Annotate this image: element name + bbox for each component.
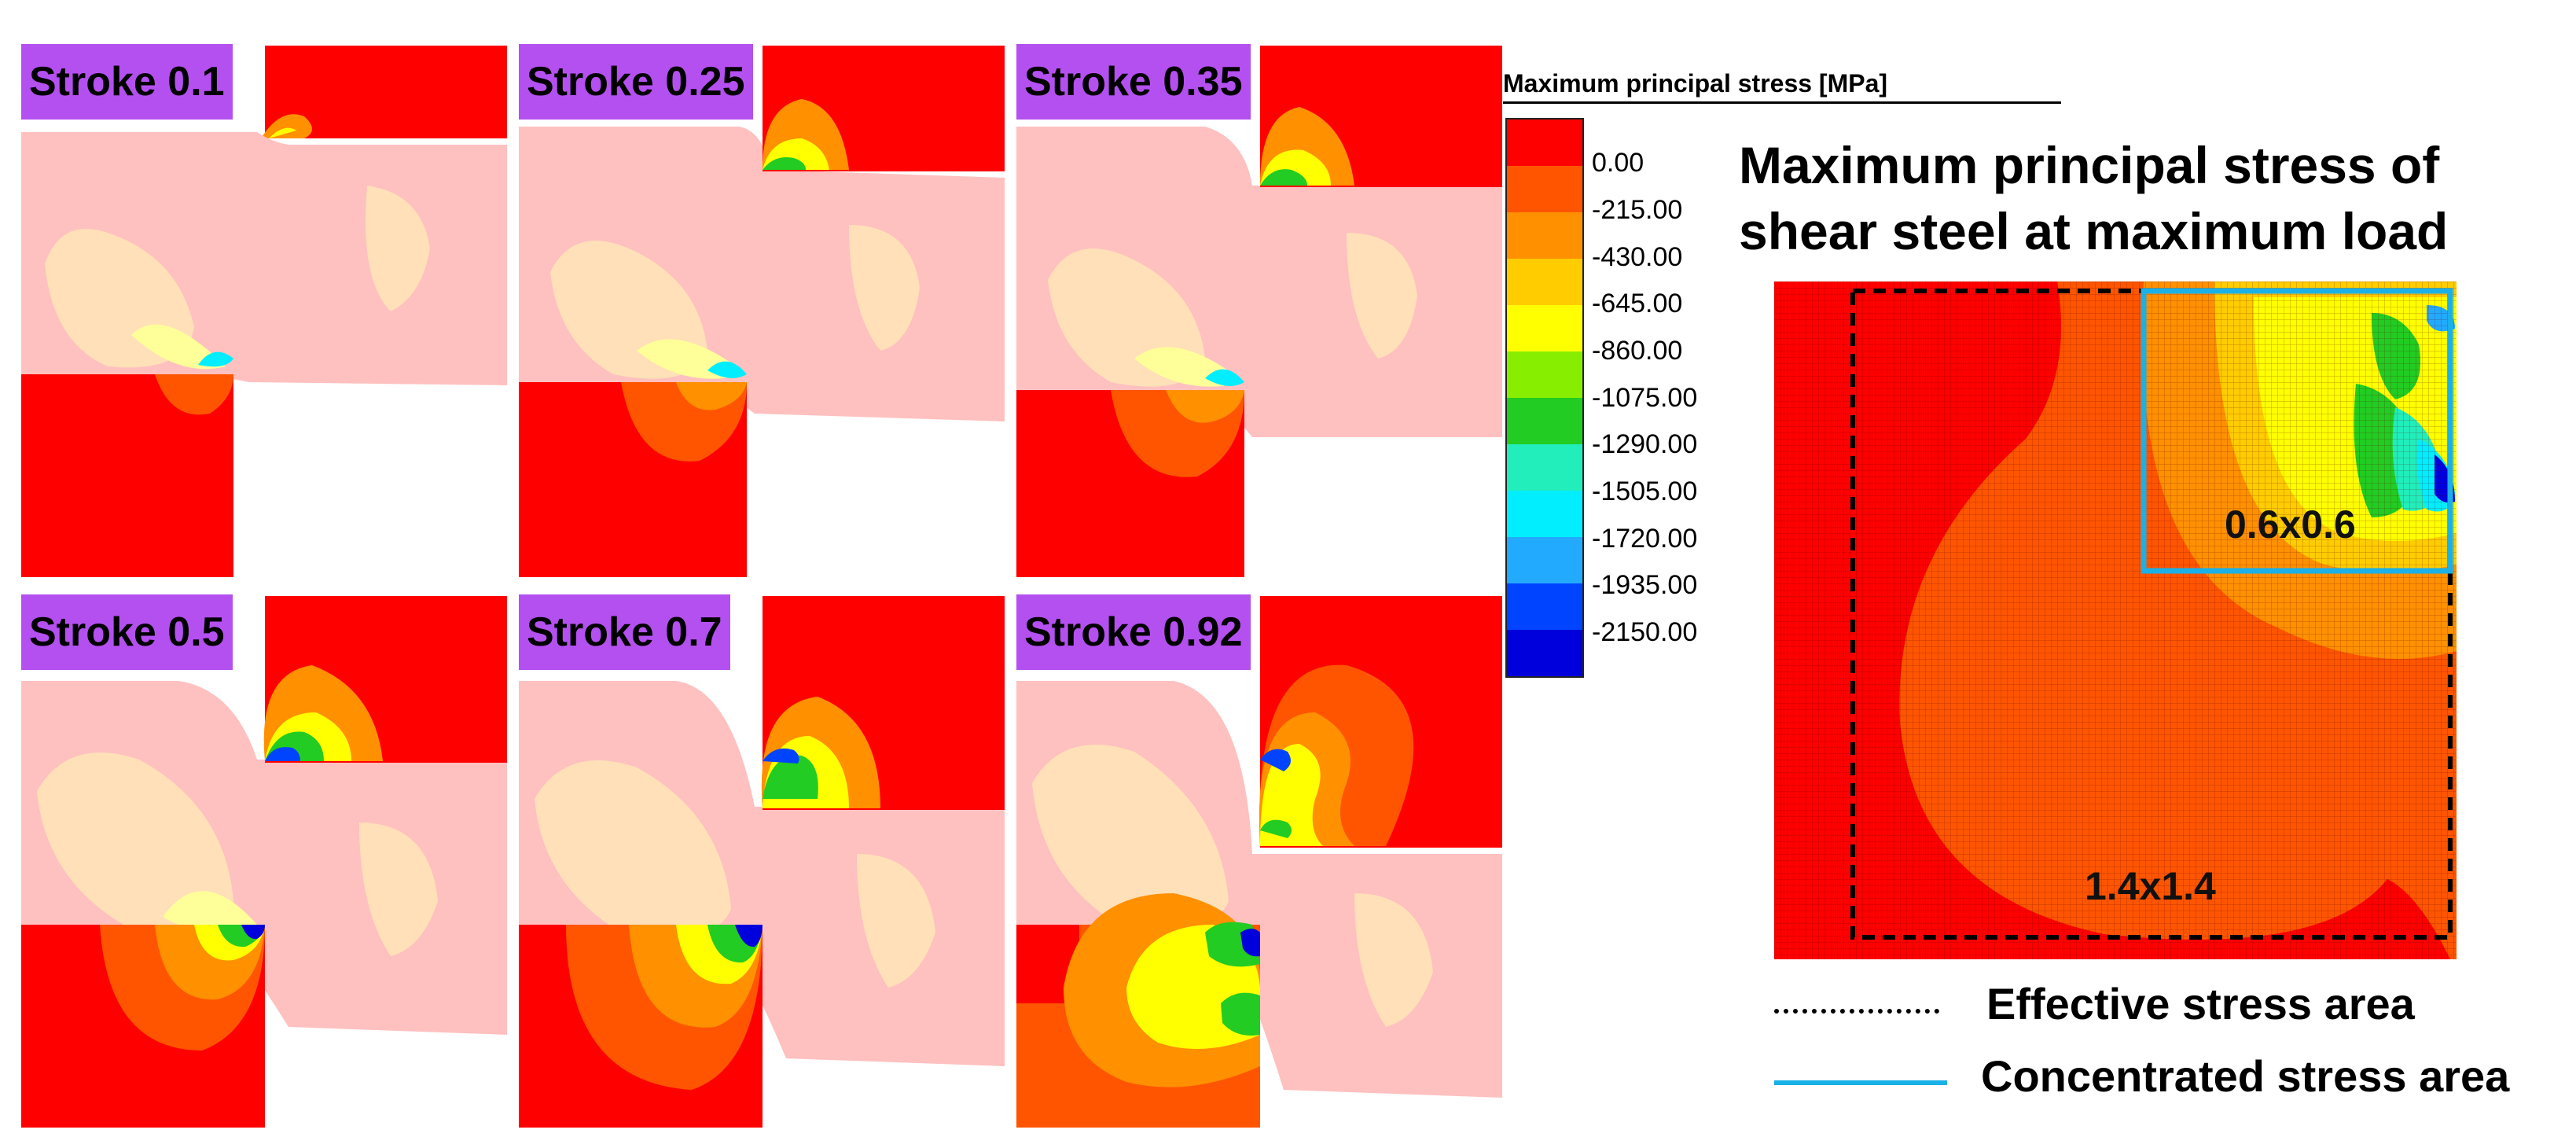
legend-tick-label: -860.00 <box>1592 336 1683 366</box>
contour-light-zone-2 <box>366 186 430 311</box>
legend-tick-label: -1935.00 <box>1592 570 1698 600</box>
stroke-label: Stroke 0.92 <box>1016 594 1251 670</box>
panel-stroke-0-5: Stroke 0.5 <box>21 594 509 1129</box>
contour-cyan <box>707 361 747 378</box>
legend-swatch <box>1507 212 1582 259</box>
contour-orange <box>261 114 312 138</box>
contour-green-core-2 <box>1221 992 1260 1036</box>
legend-swatch <box>1507 537 1582 583</box>
contour-blue <box>1260 749 1291 771</box>
contour-blue <box>265 747 300 761</box>
legend-swatch <box>1507 120 1582 166</box>
detail-contour <box>1774 281 2457 959</box>
stress-contour-plot <box>519 596 1005 1128</box>
panel-stroke-0-25: Stroke 0.25 <box>519 44 1006 579</box>
legend-tick-label: -215.00 <box>1592 195 1683 225</box>
concentrated-key-line <box>1774 1080 1947 1085</box>
legend-tick-label: 0.00 <box>1592 148 1644 178</box>
contour-light-zone-2 <box>1354 893 1433 1027</box>
detail-title-line-1: Maximum principal stress of <box>1739 136 2440 194</box>
contour-blue-core <box>1240 929 1260 957</box>
legend-swatch <box>1507 630 1582 676</box>
legend-tick-label: -1505.00 <box>1592 477 1698 506</box>
legend-tick-label: -1290.00 <box>1592 429 1698 459</box>
stroke-label: Stroke 0.1 <box>21 44 233 120</box>
contour-light-zone <box>37 752 233 929</box>
contour-cyan <box>198 351 233 367</box>
stress-contour-plot <box>1016 596 1502 1128</box>
stress-contour-plot <box>21 46 507 577</box>
detail-title-line-2: shear steel at maximum load <box>1739 202 2449 260</box>
mesh-grid <box>1774 281 2457 959</box>
stroke-label: Stroke 0.25 <box>519 44 753 120</box>
contour-yellow-light <box>163 891 257 931</box>
concentrated-key-label: Concentrated stress area <box>1981 1051 2510 1101</box>
panel-stroke-0-7: Stroke 0.7 <box>519 594 1006 1129</box>
effective-key-label: Effective stress area <box>1986 979 2415 1028</box>
contour-green <box>763 755 818 799</box>
contour-green <box>1260 169 1307 186</box>
legend-swatch <box>1507 491 1582 537</box>
detail-mesh-plot <box>1774 281 2457 959</box>
contour-green <box>1260 819 1292 838</box>
contour-green <box>763 157 806 170</box>
stress-contour-plot <box>519 46 1005 577</box>
legend-swatch <box>1507 444 1582 491</box>
legend-swatch <box>1507 351 1582 398</box>
legend-swatch <box>1507 166 1582 212</box>
contour-light-zone <box>535 760 731 937</box>
concentrated-stress-box <box>2141 288 2453 574</box>
stroke-label: Stroke 0.7 <box>519 594 730 670</box>
contour-cyan <box>1205 369 1244 386</box>
contour-yellow <box>269 127 296 138</box>
contour-orange-core <box>1166 390 1244 423</box>
contour-light-zone-2 <box>1347 233 1417 359</box>
stroke-label: Stroke 0.35 <box>1016 44 1251 120</box>
stress-contour-plot <box>21 596 507 1128</box>
legend-color-bar <box>1505 118 1584 678</box>
legend-tick-label: -430.00 <box>1592 242 1683 272</box>
contour-light-zone-2 <box>849 225 920 351</box>
effective-key-line <box>1774 1009 1939 1014</box>
legend-tick-label: -1720.00 <box>1592 524 1698 554</box>
contour-orange-core <box>676 382 747 410</box>
legend-title: Maximum principal stress [MPa] <box>1503 69 2061 104</box>
panel-stroke-0-35: Stroke 0.35 <box>1016 44 1504 579</box>
legend-tick-label: -1075.00 <box>1592 383 1698 413</box>
panel-stroke-0-92: Stroke 0.92 <box>1016 594 1504 1129</box>
contour-orange-low <box>155 374 233 415</box>
stress-contour-plot <box>1016 46 1502 577</box>
stroke-label: Stroke 0.5 <box>21 594 233 670</box>
contour-light-zone-2 <box>857 854 935 988</box>
legend-swatch <box>1507 259 1582 305</box>
contour-blue-core <box>241 925 265 940</box>
legend-swatch <box>1507 398 1582 444</box>
outer-box-label: 1.4x1.4 <box>2085 864 2216 908</box>
inner-box-label: 0.6x0.6 <box>2225 502 2356 546</box>
contour-blue <box>763 748 799 764</box>
contour-blue-core <box>735 925 763 948</box>
panel-stroke-0-1: Stroke 0.1 <box>21 44 509 579</box>
legend-tick-label: -2150.00 <box>1592 617 1698 647</box>
legend-swatch <box>1507 305 1582 351</box>
detail-title: Maximum principal stress of shear steel … <box>1739 132 2448 264</box>
contour-light-zone-2 <box>359 822 438 956</box>
contour-yellow-light <box>131 324 226 370</box>
legend-swatch <box>1507 583 1582 630</box>
contour-light-zone <box>1032 745 1229 929</box>
legend-tick-label: -645.00 <box>1592 289 1683 318</box>
